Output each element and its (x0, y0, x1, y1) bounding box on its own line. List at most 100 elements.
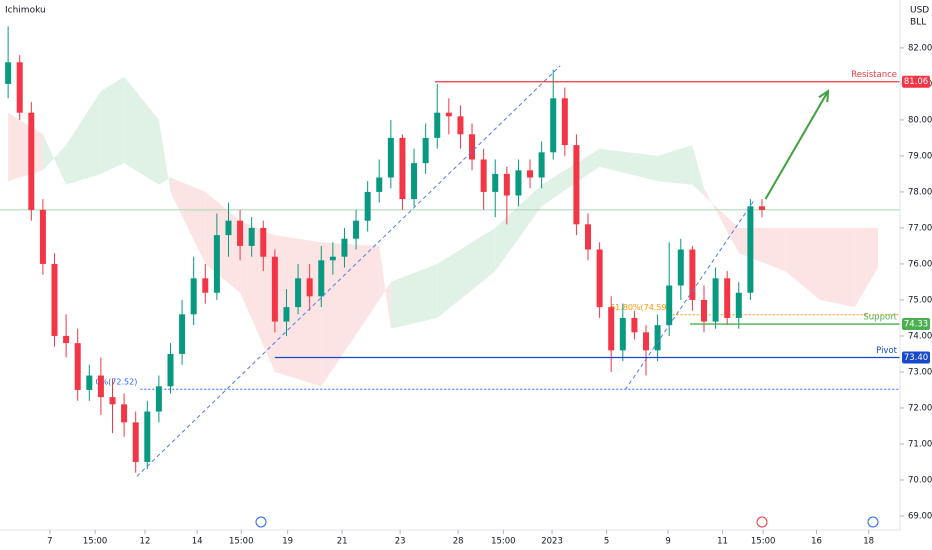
candle-body (585, 224, 592, 250)
target-arrow (764, 90, 829, 200)
candle-body (237, 220, 244, 246)
price-tag-label: 73.40 (904, 353, 928, 363)
y-tick-label: 69.00 (908, 511, 932, 521)
currency-label: USD (910, 6, 929, 16)
y-tick-label: 73.00 (908, 367, 932, 377)
y-tick-label: 78.00 (908, 187, 932, 197)
level-name: Support (863, 313, 897, 323)
candle-body (202, 278, 209, 293)
candle-body (666, 285, 673, 326)
candle-body (399, 137, 406, 200)
candle-body (724, 278, 731, 318)
candle-body (51, 263, 58, 336)
ichimoku-cloud (8, 76, 878, 387)
candle-body (132, 422, 139, 462)
candle-body (608, 307, 615, 351)
event-icon[interactable] (255, 516, 267, 528)
cloud-segment (785, 227, 820, 300)
x-tick-label: 5 (604, 537, 609, 547)
x-tick-label: 9 (665, 537, 670, 547)
candle-body (63, 335, 70, 344)
cloud-segment (66, 91, 101, 185)
x-tick-label: 28 (453, 537, 464, 547)
candle-body (700, 299, 707, 322)
event-icon[interactable] (867, 516, 879, 528)
x-tick-label: 18 (863, 537, 874, 547)
x-tick-label: 15:00 (83, 537, 108, 547)
candle-body (515, 170, 522, 196)
candle-body (758, 206, 765, 210)
candle-body (654, 325, 661, 351)
candle-body (283, 307, 290, 322)
candle-body (225, 220, 232, 236)
candle-body (550, 98, 557, 153)
candle-body (86, 375, 93, 390)
candle-body (74, 343, 81, 390)
x-tick-label: 15:00 (229, 537, 254, 547)
candle-body (619, 317, 626, 351)
candle-body (445, 112, 452, 117)
x-tick-label: 21 (337, 537, 348, 547)
price-tag (902, 75, 930, 88)
candle-body (677, 249, 684, 286)
cloud-segment (321, 242, 380, 387)
candle-body (318, 260, 325, 297)
candle-body (411, 163, 418, 200)
x-tick-label: 14 (192, 537, 203, 547)
candle-body (167, 353, 174, 387)
plot-area: 0%(72.52) 61.80%(74.59) Resistance Support P… (0, 26, 900, 477)
candle-body (573, 145, 580, 225)
event-icons (255, 516, 879, 528)
cloud-segment (170, 177, 206, 264)
candle-body (16, 62, 23, 113)
candle-body (422, 137, 429, 164)
fib-trendline (136, 65, 561, 477)
y-tick-label: 77.00 (908, 223, 932, 233)
candle-body (735, 292, 742, 318)
candle-body (260, 227, 267, 257)
y-tick-label: 80.00 (908, 115, 932, 125)
candle-body (121, 404, 128, 423)
candle-body (376, 177, 383, 192)
x-tick-label: 2023 (541, 537, 563, 547)
candle-body (527, 170, 534, 178)
candle-body (480, 159, 487, 192)
candle-body (457, 116, 464, 135)
candle-body (631, 317, 638, 333)
cloud-segment (657, 145, 693, 185)
cloud-segment (390, 263, 438, 329)
candle-body (643, 332, 650, 351)
candle-body (5, 62, 12, 84)
level-name: Pivot (876, 346, 898, 356)
candle-body (39, 209, 46, 264)
event-icon[interactable] (756, 516, 768, 528)
x-tick-label: 19 (282, 537, 293, 547)
candle-body (213, 235, 220, 293)
candle-body (503, 173, 510, 196)
candle-body (97, 375, 104, 398)
candle-body (341, 238, 348, 257)
candle-body (434, 112, 441, 138)
cloud-segment (379, 245, 391, 329)
candle-body (596, 249, 603, 308)
fib-level-label: 0%(72.52) (95, 378, 137, 387)
candle-body (353, 220, 360, 239)
y-tick-label: 79.00 (908, 151, 932, 161)
x-tick-label: 7 (47, 537, 52, 547)
candle-body (538, 152, 545, 178)
arrow-head (818, 89, 830, 103)
cloud-segment (42, 134, 67, 185)
y-tick-label: 82.00 (908, 43, 932, 53)
price-tag (902, 318, 930, 331)
y-tick-label: 76.00 (908, 259, 932, 269)
cloud-segment (100, 76, 125, 174)
cloud-segment (124, 76, 159, 185)
cloud-segment (495, 184, 542, 272)
candle-body (689, 249, 696, 300)
candle-body (306, 278, 313, 297)
cloud-segment (541, 148, 600, 207)
cloud-segment (692, 145, 704, 196)
y-tick-label: 74.00 (908, 331, 932, 341)
candle-body (271, 256, 278, 322)
